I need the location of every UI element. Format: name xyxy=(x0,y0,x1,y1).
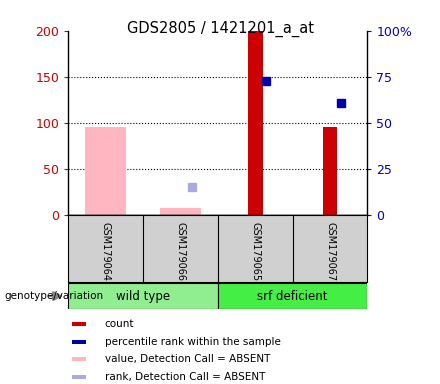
Bar xyxy=(218,283,367,309)
Text: wild type: wild type xyxy=(116,290,170,303)
Text: srf deficient: srf deficient xyxy=(257,290,328,303)
Text: GDS2805 / 1421201_a_at: GDS2805 / 1421201_a_at xyxy=(127,21,313,37)
Bar xyxy=(72,339,86,344)
Text: rank, Detection Call = ABSENT: rank, Detection Call = ABSENT xyxy=(105,372,265,382)
Bar xyxy=(85,127,126,215)
Bar xyxy=(248,31,263,215)
Bar xyxy=(68,283,218,309)
Bar xyxy=(72,375,86,379)
Bar xyxy=(160,208,201,215)
Text: genotype/variation: genotype/variation xyxy=(4,291,103,301)
Text: GSM179065: GSM179065 xyxy=(250,222,260,281)
Bar xyxy=(323,127,337,215)
Text: GSM179066: GSM179066 xyxy=(176,222,185,281)
Text: value, Detection Call = ABSENT: value, Detection Call = ABSENT xyxy=(105,354,270,364)
Text: GSM179064: GSM179064 xyxy=(101,222,110,281)
Bar xyxy=(72,322,86,326)
Bar xyxy=(72,358,86,361)
Text: count: count xyxy=(105,319,134,329)
Text: percentile rank within the sample: percentile rank within the sample xyxy=(105,337,281,347)
Text: GSM179067: GSM179067 xyxy=(325,222,335,281)
